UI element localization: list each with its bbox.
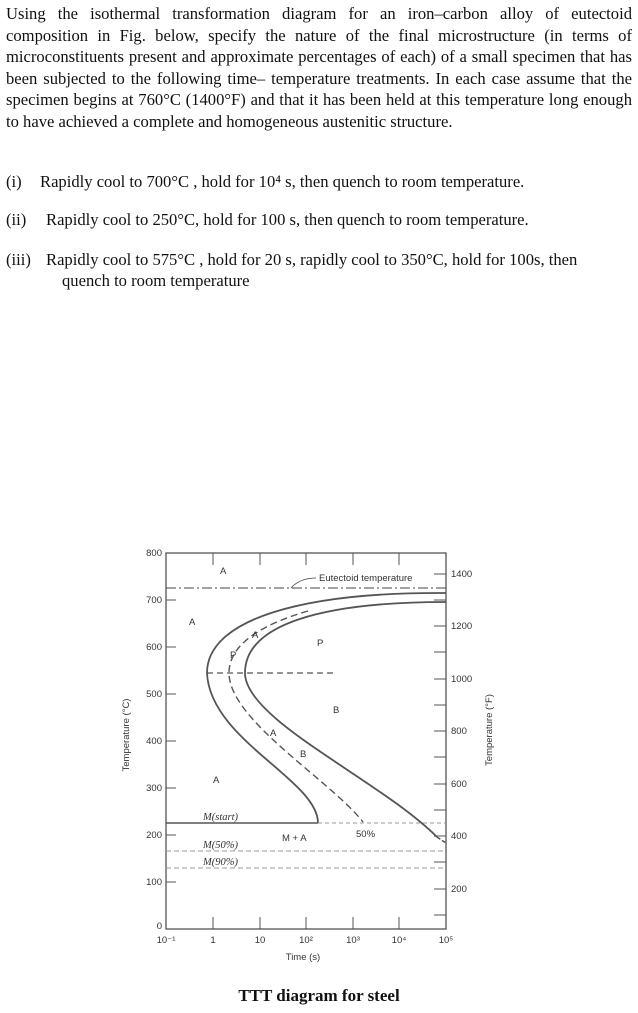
y-right-tick: 1000	[451, 674, 472, 685]
y-tick: 200	[146, 830, 162, 841]
region-label: A	[189, 617, 196, 628]
question-intro: Using the isothermal transformation diag…	[6, 4, 632, 131]
y-right-tick: 800	[451, 726, 467, 737]
curve-label: P	[230, 650, 236, 661]
finish-curve-extension	[436, 836, 447, 844]
y-tick: 600	[146, 642, 162, 653]
region-label: B	[333, 705, 339, 716]
curve-label: A	[270, 728, 277, 739]
eutectoid-label: Eutectoid temperature	[319, 573, 412, 584]
eutectoid-arrow	[290, 577, 317, 589]
m50-label: M(50%)	[202, 840, 238, 851]
y-right-tick: 1200	[451, 621, 472, 632]
item-number: (iii)	[6, 250, 31, 269]
item-number: (i)	[6, 172, 22, 191]
y-right-tick: 600	[451, 779, 467, 790]
x-tick: 10⁻¹	[157, 935, 176, 946]
x-axis-title: Time (s)	[286, 952, 320, 963]
axis-ticks	[166, 553, 446, 929]
y-right-tick: 1400	[451, 569, 472, 580]
y-tick: 300	[146, 783, 162, 794]
y-tick: 500	[146, 689, 162, 700]
curve-label: A	[252, 630, 259, 641]
y-tick: 800	[146, 548, 162, 559]
x-tick: 10	[255, 935, 266, 946]
curve-label: B	[300, 749, 306, 760]
finish-curve	[244, 601, 447, 838]
x-tick: 10⁵	[439, 935, 454, 946]
y-right-tick: 200	[451, 884, 467, 895]
treatment-i: (i) Rapidly cool to 700°C , hold for 10⁴ …	[6, 172, 524, 192]
region-label: A	[213, 775, 220, 786]
curve-label: 50%	[356, 829, 376, 840]
y-right-axis-title: Temperature (°F)	[484, 694, 495, 766]
figure-caption: TTT diagram for steel	[238, 986, 400, 1005]
y-tick: 100	[146, 877, 162, 888]
x-tick: 10²	[299, 935, 313, 946]
region-label: M + A	[282, 833, 307, 844]
y-tick: 400	[146, 736, 162, 747]
region-label: A	[220, 566, 227, 577]
m-start-label: M(start)	[202, 812, 239, 823]
x-tick: 10⁴	[392, 935, 407, 946]
item-text: Rapidly cool to 575°C , hold for 20 s, r…	[46, 250, 578, 269]
fifty-percent-curve	[228, 610, 364, 823]
treatment-iii: (iii) Rapidly cool to 575°C , hold for 20…	[6, 250, 577, 270]
region-label: P	[317, 638, 323, 649]
x-tick: 1	[210, 935, 215, 946]
y-left-axis-title: Temperature (°C)	[121, 699, 132, 772]
x-tick: 10³	[346, 935, 360, 946]
treatment-iii-continued: quench to room temperature	[62, 271, 250, 290]
m90-label: M(90%)	[202, 857, 238, 868]
item-text: Rapidly cool to 250°C, hold for 100 s, t…	[46, 210, 529, 229]
y-tick: 700	[146, 595, 162, 606]
treatment-ii: (ii) Rapidly cool to 250°C, hold for 100 …	[6, 210, 529, 230]
item-number: (ii)	[6, 210, 27, 229]
item-text: Rapidly cool to 700°C , hold for 10⁴ s, …	[40, 172, 525, 191]
y-right-tick: 400	[451, 831, 467, 842]
y-tick: 0	[157, 921, 162, 932]
